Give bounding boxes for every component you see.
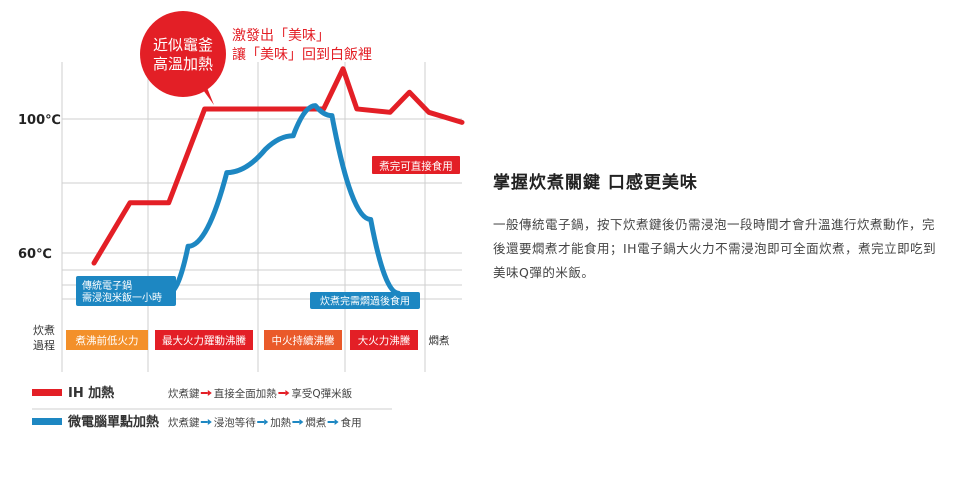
stage-label: 中火持續沸騰	[272, 334, 335, 347]
legend-step: 食用	[341, 416, 362, 429]
side-description: 掌握炊煮關鍵 口感更美味 一般傳統電子鍋，按下炊煮鍵後仍需浸泡一段時間才會升溫進…	[493, 168, 943, 285]
series-line-micro	[166, 103, 401, 296]
top-note-text: 讓「美味」回到白飯裡	[232, 46, 372, 63]
legend-swatch	[32, 389, 62, 396]
legend-step: 直接全面加熱	[214, 387, 277, 400]
chart-series	[91, 66, 465, 296]
legend-step: 燜煮	[305, 417, 326, 429]
legend-arrow-icon	[207, 419, 212, 425]
blue-left-box	[76, 276, 176, 306]
process-label: 過程	[33, 339, 55, 352]
y-tick-label: 60℃	[18, 247, 52, 262]
legend-swatch	[32, 418, 62, 425]
stage-box	[66, 330, 148, 350]
red-note-box	[372, 156, 460, 174]
stage-box	[155, 330, 253, 350]
stage-label: 最大火力躍動沸騰	[162, 334, 246, 347]
red-note-text: 煮完可直接食用	[379, 160, 453, 173]
legend-arrow-icon	[334, 419, 339, 425]
legend-arrow-icon	[285, 390, 290, 396]
blue-left-text: 傳統電子鍋	[82, 279, 132, 292]
legend-arrow-icon	[299, 419, 304, 425]
bubble-circle	[140, 11, 226, 97]
legend-name: 微電腦單點加熱	[67, 414, 159, 430]
stage-box	[264, 330, 342, 350]
legend-step: 炊煮鍵	[168, 387, 200, 400]
stage-label: 大火力沸騰	[358, 334, 411, 347]
legend-name: IH 加熱	[68, 385, 114, 401]
bubble-text: 高溫加熱	[153, 55, 213, 73]
blue-left-text: 需浸泡米飯一小時	[82, 291, 162, 304]
bubble-text: 近似竈釜	[153, 36, 213, 54]
blue-right-box	[310, 292, 420, 309]
series-line-ih	[91, 66, 465, 266]
legend-step: 享受Q彈米飯	[291, 387, 352, 400]
legend-arrow-icon	[264, 419, 269, 425]
top-note-text: 激發出「美味」	[232, 27, 330, 44]
y-tick-label: 100℃	[18, 113, 61, 128]
stage-box	[350, 330, 418, 350]
side-title: 掌握炊煮關鍵 口感更美味	[493, 173, 698, 193]
legend-arrow-icon	[207, 390, 212, 396]
legend-step: 浸泡等待	[214, 416, 256, 429]
side-body: 一般傳統電子鍋，按下炊煮鍵後仍需浸泡一段時間才會升溫進行炊煮動作，完後還要燜煮才…	[493, 217, 937, 280]
stage-label: 煮沸前低火力	[76, 334, 139, 347]
stage-label: 燜煮	[429, 335, 450, 347]
legend-step: 炊煮鍵	[168, 416, 200, 429]
blue-right-text: 炊煮完需燜過後食用	[320, 295, 410, 308]
legend-step: 加熱	[270, 416, 291, 429]
process-label: 炊煮	[33, 324, 55, 337]
